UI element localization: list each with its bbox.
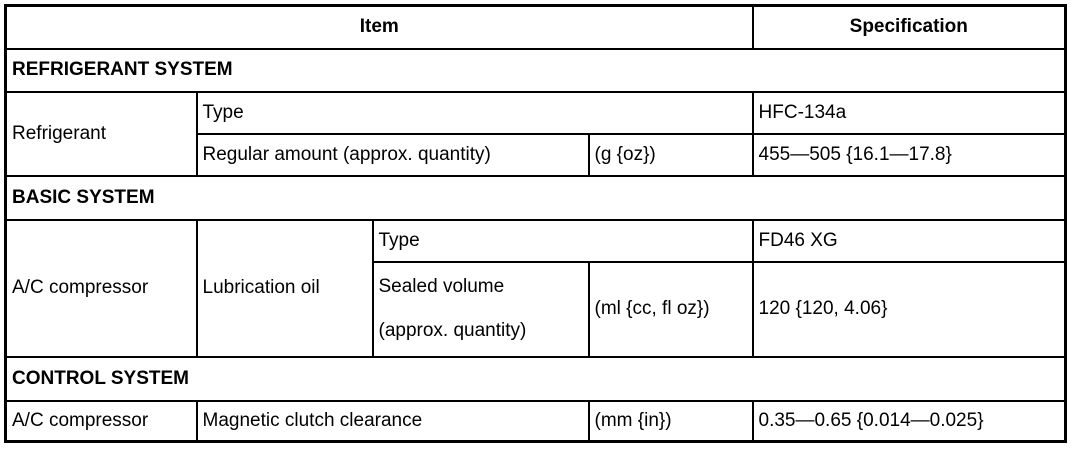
spec-cell: FD46 XG — [751, 218, 1067, 263]
item-header: Item — [4, 4, 754, 50]
section-control-system: CONTROL SYSTEM — [4, 355, 1067, 402]
group-ac-compressor: A/C compressor — [4, 218, 198, 358]
spec-cell: 0.35—0.65 {0.014—0.025} — [751, 399, 1067, 443]
section-row: REFRIGERANT SYSTEM — [4, 47, 1067, 93]
spec-cell: 455—505 {16.1—17.8} — [751, 132, 1067, 177]
item-cell: Magnetic clutch clearance — [195, 399, 590, 443]
specification-table: Item Specification REFRIGERANT SYSTEM Re… — [4, 4, 1068, 443]
section-row: BASIC SYSTEM — [4, 174, 1067, 221]
group-ac-compressor: A/C compressor — [4, 399, 198, 443]
unit-cell: (mm {in}) — [587, 399, 754, 443]
table-row: A/C compressor Magnetic clutch clearance… — [4, 399, 1067, 443]
item-cell: Regular amount (approx. quantity) — [195, 132, 590, 177]
section-refrigerant-system: REFRIGERANT SYSTEM — [4, 47, 1067, 93]
header-row: Item Specification — [4, 4, 1067, 50]
item-cell: Type — [371, 218, 754, 263]
item-line: Sealed volume — [378, 276, 505, 297]
item-line: (approx. quantity) — [378, 320, 527, 341]
spec-cell: HFC-134a — [751, 90, 1067, 135]
item-cell: Sealed volume (approx. quantity) — [371, 260, 590, 358]
group-refrigerant: Refrigerant — [4, 90, 198, 177]
spec-cell: 120 {120, 4.06} — [751, 260, 1067, 358]
unit-cell: (ml {cc, fl oz}) — [587, 260, 754, 358]
item-cell: Type — [195, 90, 754, 135]
subgroup-lubrication-oil: Lubrication oil — [195, 218, 374, 358]
table-row: Regular amount (approx. quantity) (g {oz… — [6, 132, 1067, 177]
specification-header: Specification — [751, 4, 1067, 50]
table-row: A/C compressor Lubrication oil Type FD46… — [4, 218, 1067, 358]
table-row: Refrigerant Type HFC-134a — [4, 90, 1067, 177]
table-row: Sealed volume (approx. quantity) (ml {cc… — [6, 260, 1067, 358]
section-basic-system: BASIC SYSTEM — [4, 174, 1067, 221]
unit-cell: (g {oz}) — [587, 132, 754, 177]
section-row: CONTROL SYSTEM — [4, 355, 1067, 402]
